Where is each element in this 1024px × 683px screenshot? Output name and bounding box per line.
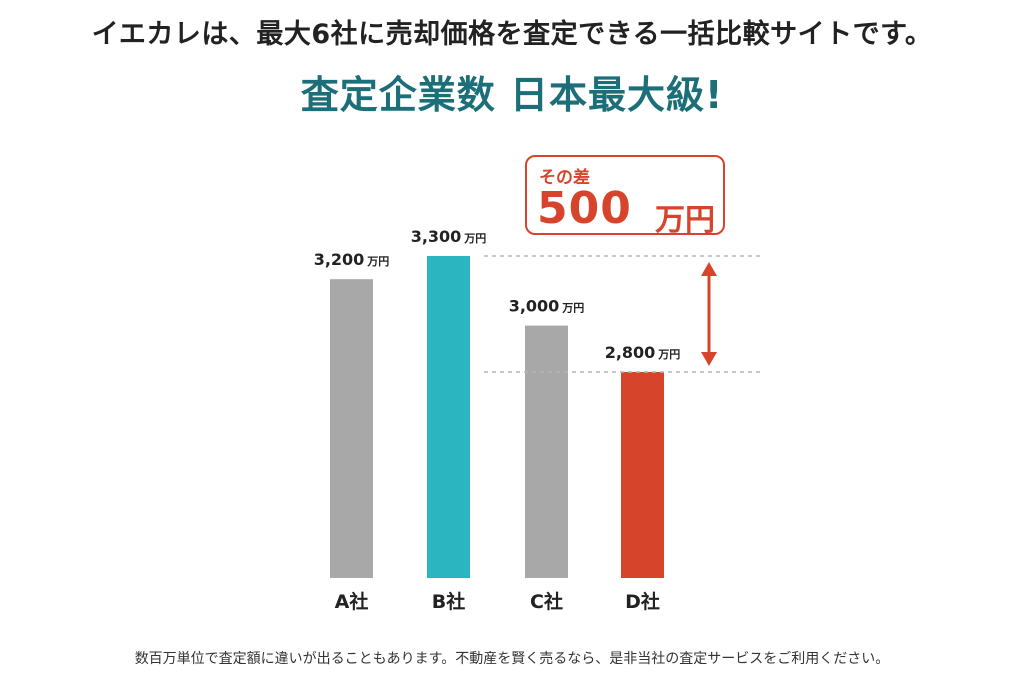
callout-unit: 万円	[655, 203, 715, 238]
category-label: D社	[625, 590, 660, 613]
bar-2	[427, 256, 470, 578]
value-label: 3,000 万円	[509, 297, 585, 316]
difference-callout: その差 500 万円	[525, 155, 725, 238]
bar-4	[621, 372, 664, 578]
subheadline: 査定企業数 日本最大級!	[300, 73, 724, 117]
headline: イエカレは、最大6社に売却価格を査定できる一括比較サイトです。	[91, 19, 933, 50]
bar-3	[525, 325, 568, 578]
bar-1	[330, 279, 373, 578]
category-label: A社	[335, 590, 369, 613]
footnote: 数百万単位で査定額に違いが出ることもあります。不動産を賢く売るなら、是非当社の査…	[134, 651, 890, 667]
arrow-down-icon	[701, 352, 717, 366]
value-label: 3,200 万円	[314, 250, 390, 269]
category-label: C社	[530, 590, 563, 613]
value-label: 3,300 万円	[411, 227, 487, 246]
arrow-up-icon	[701, 262, 717, 276]
category-label: B社	[432, 590, 465, 613]
callout-label: その差	[539, 168, 590, 188]
callout-number: 500	[537, 183, 632, 234]
value-label: 2,800 万円	[605, 343, 681, 362]
